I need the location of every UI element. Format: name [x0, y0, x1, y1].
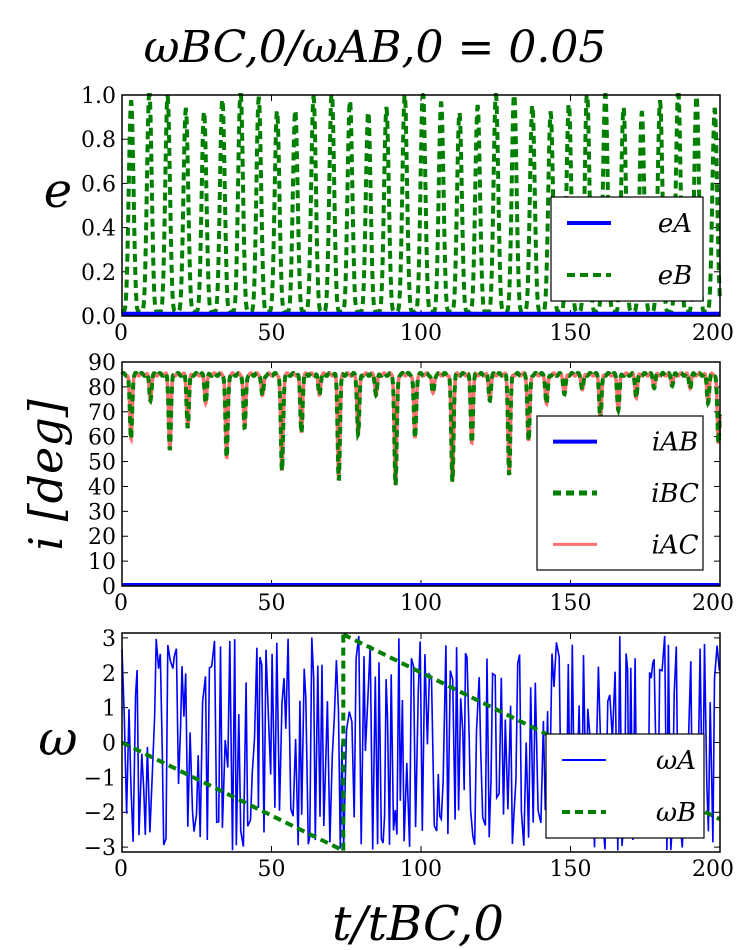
y-tick-label: 0.4 [81, 217, 116, 242]
y-tick-label: 1 [102, 697, 116, 722]
y-axis-label-i-deg: i [deg] [19, 399, 73, 550]
y-tick-label: 0.0 [81, 305, 116, 330]
y-tick-label: 2 [102, 662, 116, 687]
y-tick-label: 60 [88, 426, 116, 451]
x-tick-label: 0 [114, 591, 128, 616]
legend-label-omegaB: ωB [656, 798, 696, 828]
y-tick-label: 50 [88, 451, 116, 476]
legend: iAB iBC iAC [536, 415, 704, 571]
legend-label-eA: eA [658, 209, 692, 239]
curves [120, 370, 722, 587]
y-tick-label: 80 [88, 376, 116, 401]
y-axis-label-e: e [44, 163, 72, 219]
y-tick-label: 3 [102, 627, 116, 652]
y-tick-label: 20 [88, 525, 116, 550]
plot-frame [121, 361, 721, 587]
legend: ωA ωB [545, 733, 705, 839]
y-tick-label: 1.0 [81, 84, 116, 109]
x-tick-label: 150 [550, 321, 592, 346]
series-line-omegaA [121, 635, 721, 851]
x-tick-label: 100 [400, 591, 442, 616]
ticks: 0 50 100 150 200 0.0 0.2 0.4 0.6 0.8 1.0 [81, 84, 734, 346]
y-tick-label: −1 [84, 766, 116, 791]
x-tick-label: 200 [692, 321, 734, 346]
x-tick-label: 100 [400, 857, 442, 882]
y-tick-label: 0 [102, 732, 116, 757]
y-tick-label: −3 [84, 836, 116, 861]
panel-eccentricity: e 0 50 100 150 200 0.0 0.2 0.4 0.6 0.8 1.0 eA eB [44, 84, 734, 346]
legend-label-eB: eB [658, 261, 693, 291]
y-tick-label: 0.6 [81, 172, 116, 197]
x-tick-label: 150 [550, 591, 592, 616]
panel-omega: ω 0 50 100 150 200 −3 −2 −1 0 1 2 3 ωA ωB [38, 627, 734, 882]
figure-title: ωBC,0/ωAB,0 = 0.05 [144, 22, 607, 73]
x-tick-label: 200 [692, 857, 734, 882]
y-tick-label: 0.2 [81, 261, 116, 286]
x-tick-label: 0 [114, 857, 128, 882]
x-tick-label: 100 [400, 321, 442, 346]
y-tick-label: 90 [88, 351, 116, 376]
series-line-iBC [120, 370, 722, 486]
panel-inclination: i [deg] 0 50 100 150 2000102030405060708090 … [19, 351, 734, 616]
legend-label-iAC: iAC [652, 530, 699, 560]
x-axis-label: t/tBC,0 [332, 896, 504, 950]
x-tick-label: 50 [258, 857, 286, 882]
plot-frame [121, 632, 721, 853]
legend-label-iAB: iAB [652, 428, 698, 458]
plot-frame [121, 94, 721, 317]
x-tick-label: 50 [258, 591, 286, 616]
x-tick-label: 200 [692, 591, 734, 616]
x-tick-label: 50 [258, 321, 286, 346]
legend-frame [545, 733, 705, 839]
legend-label-iBC: iBC [651, 479, 699, 509]
x-tick-label: 0 [114, 321, 128, 346]
y-tick-label: 70 [88, 401, 116, 426]
legend-label-omegaA: ωA [656, 746, 696, 776]
y-tick-label: 0.8 [81, 128, 116, 153]
ticks: 0 50 100 150 200 −3 −2 −1 0 1 2 3 [84, 627, 734, 882]
y-tick-label: 40 [88, 475, 116, 500]
series-line-omegaB [121, 632, 721, 853]
legend: eA eB [550, 196, 704, 302]
y-tick-label: −2 [84, 801, 116, 826]
x-tick-label: 150 [550, 857, 592, 882]
curves [121, 632, 721, 853]
y-tick-label: 0 [102, 575, 116, 600]
y-tick-label: 30 [88, 500, 116, 525]
y-axis-label-omega: ω [38, 711, 77, 767]
y-tick-label: 10 [88, 550, 116, 575]
legend-frame [550, 196, 704, 302]
